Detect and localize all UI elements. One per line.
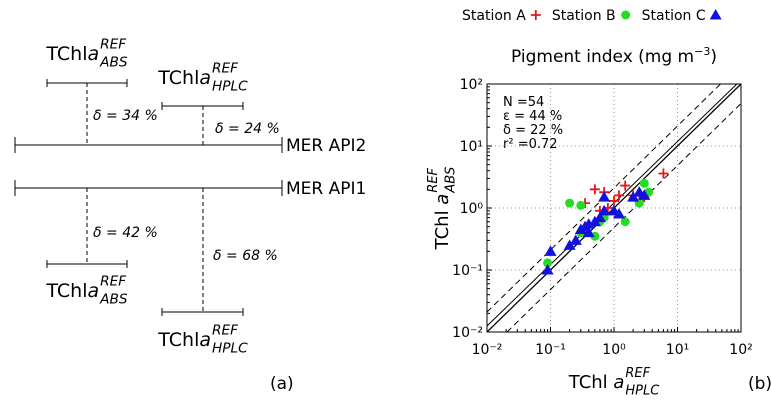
point: [541, 264, 554, 275]
product-label: MER API1: [286, 179, 366, 199]
label-sub: ABS: [443, 167, 458, 194]
point: [582, 226, 595, 238]
x-tick-label: 10⁻¹: [535, 342, 566, 358]
envelope-line: [506, 102, 741, 332]
rich-label: TChla REF ABS: [45, 37, 127, 71]
point: [620, 180, 631, 191]
x-tick-label: 10²: [729, 342, 752, 358]
point: [620, 217, 630, 227]
label-base: TChl a: [568, 372, 625, 393]
point: [589, 184, 600, 195]
label-base: TChl a: [432, 194, 453, 251]
y-tick-label: 10⁻¹: [452, 263, 483, 279]
delta-label: δ = 42 %: [93, 225, 158, 241]
label-sub: ABS: [99, 292, 128, 308]
chart-title: Pigment index (mg m−3): [511, 45, 717, 67]
label-sup: REF: [426, 167, 441, 192]
label-base: TChla: [157, 67, 211, 89]
point: [543, 258, 553, 268]
label-var: a: [199, 67, 211, 89]
point: [569, 234, 582, 245]
rich-label: TChla REF HPLC: [157, 323, 248, 357]
legend-label: Station C: [642, 8, 706, 24]
panel-label: (a): [270, 374, 294, 394]
label-text: TChl: [568, 372, 614, 393]
point: [658, 168, 669, 179]
point: [614, 190, 625, 201]
point: [563, 239, 576, 250]
label-sub: HPLC: [212, 79, 248, 95]
label-text: TChl: [432, 205, 453, 251]
x-tick-label: 10⁰: [602, 342, 626, 358]
point: [638, 189, 651, 200]
y-tick-label: 10¹: [460, 139, 483, 155]
rich-label: TChl a REF HPLC: [568, 366, 659, 398]
label-sup: REF: [212, 323, 239, 339]
label-sup: REF: [625, 366, 650, 381]
annotation: N =54: [503, 95, 544, 110]
annotation: r² =0.72: [503, 137, 558, 152]
point: [579, 220, 592, 232]
point: [609, 195, 619, 206]
annotation: ε = 44 %: [503, 109, 562, 124]
x-tick-label: 10⁻²: [472, 342, 503, 358]
label-base: TChla: [45, 280, 99, 302]
delta-label: δ = 34 %: [93, 108, 158, 124]
title-sup: −3: [694, 45, 710, 58]
legend-marker: [621, 10, 631, 20]
y-axis-label: TChl a REF ABS: [426, 167, 458, 251]
panel-label: (b): [748, 374, 771, 394]
label-text: TChl: [45, 280, 87, 302]
point: [576, 200, 586, 210]
label-base: TChla: [45, 43, 99, 65]
legend-marker: [709, 9, 722, 20]
y-tick-label: 10²: [460, 77, 483, 93]
label-sub: HPLC: [212, 341, 248, 357]
label-text: TChl: [157, 67, 199, 89]
label-sub: ABS: [99, 55, 128, 71]
point: [598, 204, 611, 216]
rich-label: TChla REF HPLC: [157, 61, 248, 95]
diagram-lines: [14, 79, 283, 316]
rich-label: TChla REF ABS: [45, 274, 127, 308]
y-tick-label: 10⁻²: [452, 325, 483, 341]
label-var: a: [88, 43, 100, 65]
label-var: a: [613, 372, 624, 393]
label-var: a: [432, 194, 453, 205]
point: [598, 191, 611, 202]
plot-frame: [486, 83, 742, 333]
label-text: TChl: [157, 329, 199, 351]
point: [639, 178, 649, 188]
delta-label: δ = 24 %: [215, 121, 280, 137]
point: [565, 198, 575, 208]
label-base: TChla: [157, 329, 211, 351]
annotation: δ = 22 %: [503, 123, 563, 138]
point: [627, 191, 640, 202]
label-sup: REF: [100, 37, 127, 53]
delta-label: δ = 68 %: [213, 248, 278, 264]
label-text: TChl: [45, 43, 87, 65]
label-sup: REF: [100, 274, 127, 290]
point: [544, 245, 557, 256]
envelope-line: [487, 84, 722, 313]
label-var: a: [88, 280, 100, 302]
title-tail: ): [710, 47, 717, 67]
rich-label: TChl a REF ABS: [426, 167, 458, 251]
title-text: Pigment index (mg m: [511, 47, 694, 67]
label-sup: REF: [212, 61, 239, 77]
legend-label: Station A: [462, 8, 526, 24]
product-label: MER API2: [286, 136, 366, 156]
legend-label: Station B: [552, 8, 616, 24]
y-tick-label: 10⁰: [460, 201, 484, 217]
point: [593, 211, 606, 223]
point: [613, 208, 626, 219]
label-var: a: [199, 329, 211, 351]
legend-marker: [530, 10, 541, 20]
x-tick-label: 10¹: [666, 342, 689, 358]
label-sub: HPLC: [625, 383, 659, 398]
